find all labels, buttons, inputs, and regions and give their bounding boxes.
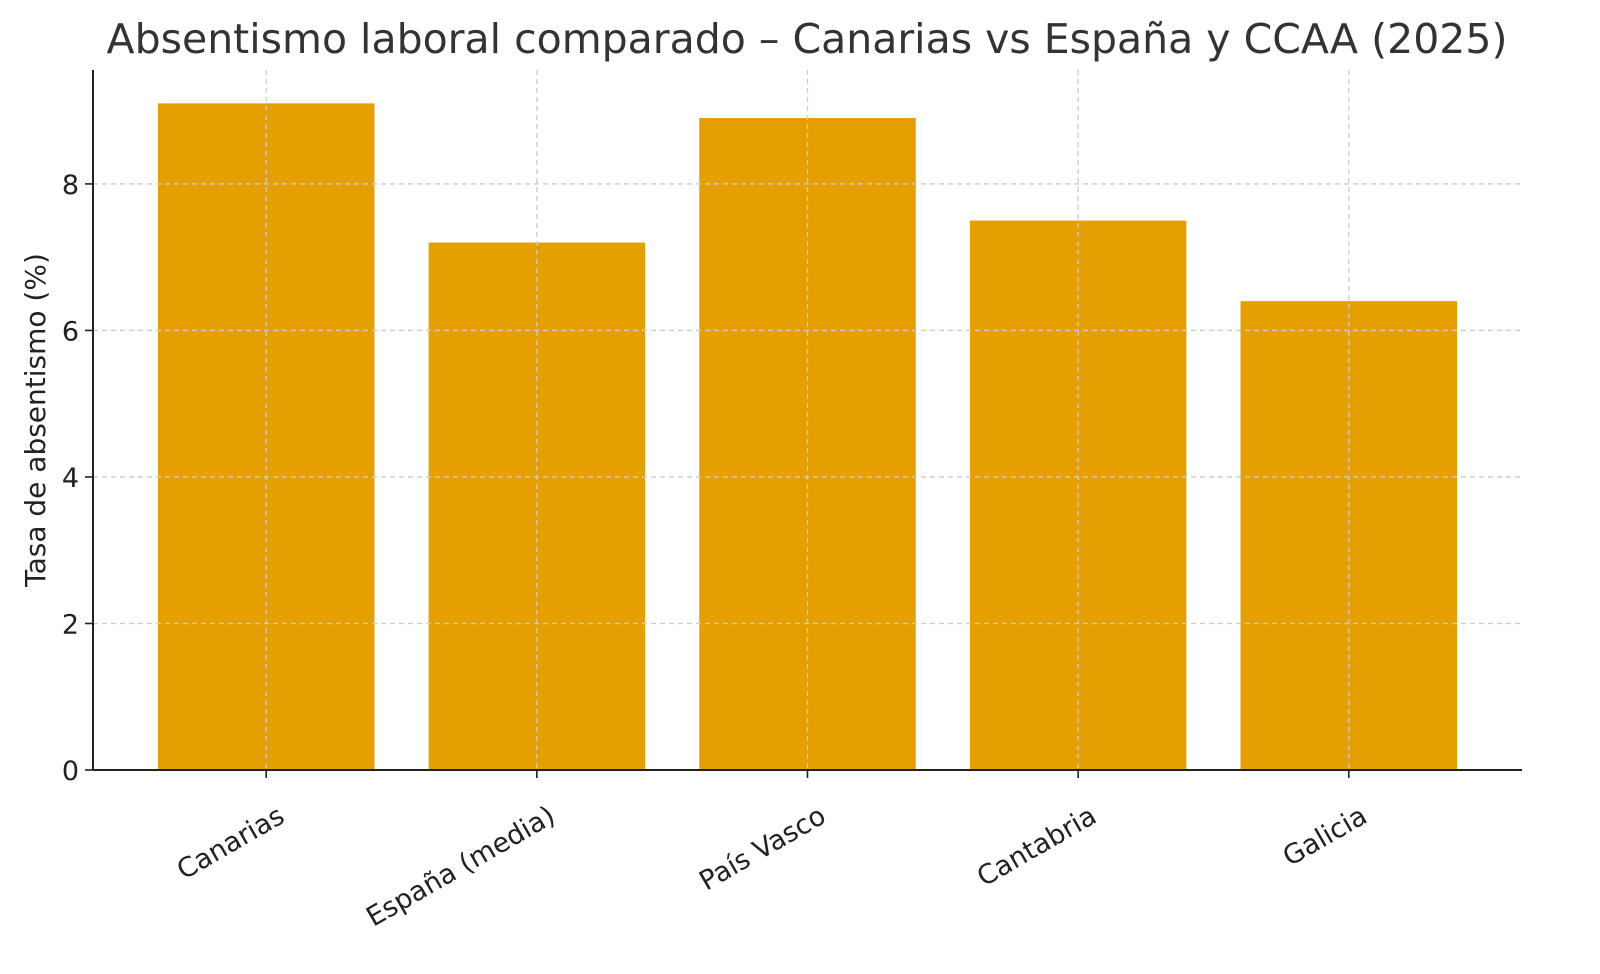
x-tick-label: País Vasco bbox=[694, 800, 831, 897]
x-tick-label: España (media) bbox=[361, 800, 560, 933]
x-tick-label: Galicia bbox=[1278, 800, 1373, 873]
y-tick-label: 8 bbox=[62, 170, 79, 201]
x-tick-label: Canarias bbox=[172, 800, 290, 886]
y-tick-label: 4 bbox=[62, 463, 79, 494]
bar-canarias bbox=[157, 103, 375, 771]
y-axis-label: Tasa de absentismo (%) bbox=[19, 253, 52, 588]
chart-title: Absentismo laboral comparado – Canarias … bbox=[107, 15, 1508, 63]
y-tick-label: 6 bbox=[62, 316, 79, 347]
x-tick-label: Cantabria bbox=[972, 800, 1102, 893]
y-tick-label: 0 bbox=[62, 756, 79, 787]
y-tick-label: 2 bbox=[62, 609, 79, 640]
